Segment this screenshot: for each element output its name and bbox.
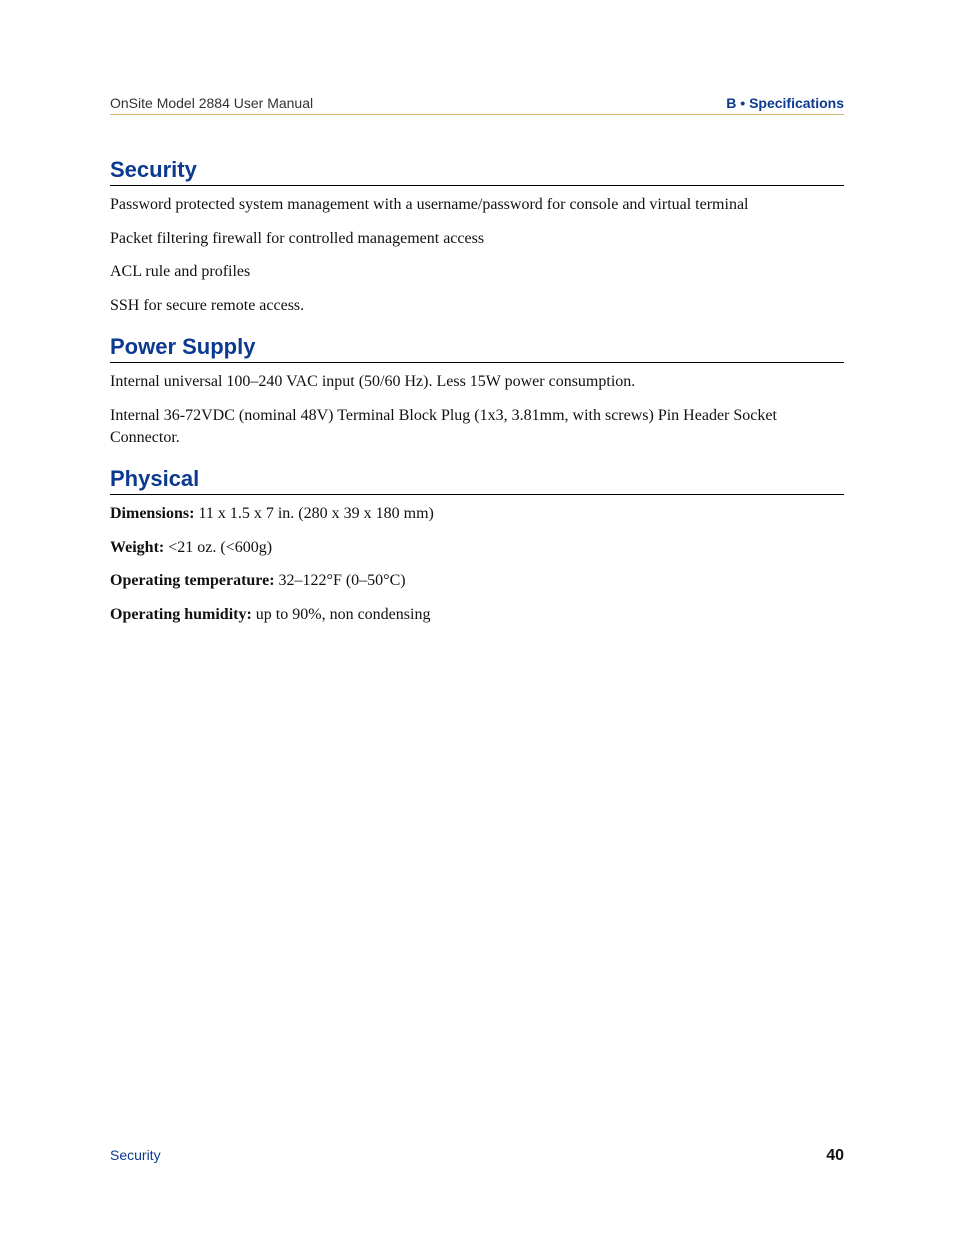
physical-spec-dimensions: Dimensions: 11 x 1.5 x 7 in. (280 x 39 x… bbox=[110, 503, 844, 525]
spec-label-dimensions: Dimensions: bbox=[110, 505, 194, 522]
header-section-label: B • Specifications bbox=[726, 95, 844, 111]
spec-label-humidity: Operating humidity: bbox=[110, 606, 252, 623]
physical-spec-temperature: Operating temperature: 32–122°F (0–50°C) bbox=[110, 570, 844, 592]
page-container: OnSite Model 2884 User Manual B • Specif… bbox=[0, 0, 954, 1235]
physical-spec-weight: Weight: <21 oz. (<600g) bbox=[110, 537, 844, 559]
physical-spec-humidity: Operating humidity: up to 90%, non conde… bbox=[110, 604, 844, 626]
heading-rule bbox=[110, 494, 844, 495]
heading-rule bbox=[110, 362, 844, 363]
spec-value-weight: <21 oz. (<600g) bbox=[164, 539, 272, 556]
footer-section-name: Security bbox=[110, 1147, 161, 1163]
page-header: OnSite Model 2884 User Manual B • Specif… bbox=[110, 95, 844, 115]
security-paragraph: Password protected system management wit… bbox=[110, 194, 844, 216]
power-supply-paragraph: Internal universal 100–240 VAC input (50… bbox=[110, 371, 844, 393]
spec-label-weight: Weight: bbox=[110, 539, 164, 556]
heading-power-supply: Power Supply bbox=[110, 334, 844, 360]
spec-label-temperature: Operating temperature: bbox=[110, 572, 275, 589]
security-paragraph: SSH for secure remote access. bbox=[110, 295, 844, 317]
spec-value-temperature: 32–122°F (0–50°C) bbox=[275, 572, 406, 589]
heading-physical: Physical bbox=[110, 466, 844, 492]
footer-page-number: 40 bbox=[826, 1147, 844, 1165]
page-footer: Security 40 bbox=[110, 1147, 844, 1165]
heading-security: Security bbox=[110, 157, 844, 183]
power-supply-paragraph: Internal 36-72VDC (nominal 48V) Terminal… bbox=[110, 405, 844, 448]
spec-value-dimensions: 11 x 1.5 x 7 in. (280 x 39 x 180 mm) bbox=[194, 505, 433, 522]
security-paragraph: Packet filtering firewall for controlled… bbox=[110, 228, 844, 250]
heading-rule bbox=[110, 185, 844, 186]
security-paragraph: ACL rule and profiles bbox=[110, 261, 844, 283]
spec-value-humidity: up to 90%, non condensing bbox=[252, 606, 431, 623]
header-document-title: OnSite Model 2884 User Manual bbox=[110, 95, 313, 111]
